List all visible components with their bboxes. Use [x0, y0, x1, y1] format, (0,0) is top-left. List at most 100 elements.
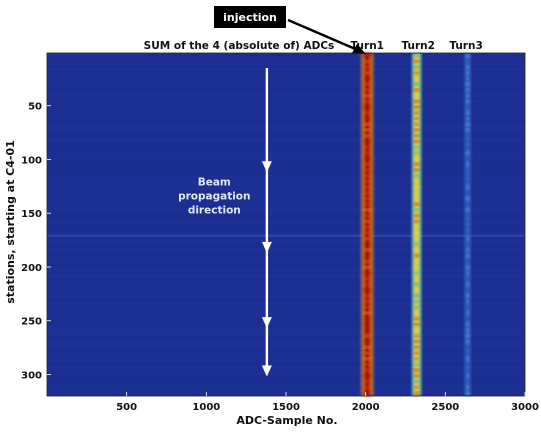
band-body	[361, 53, 373, 396]
band-speckle	[414, 134, 420, 138]
band-speckle	[413, 339, 420, 344]
injection-callout: injection	[214, 6, 366, 54]
band-speckle	[414, 299, 419, 304]
band-speckle	[364, 248, 370, 252]
band-speckle	[363, 225, 372, 229]
beam-text-line: propagation	[178, 190, 250, 202]
band-speckle	[465, 368, 470, 372]
texture-row	[47, 276, 525, 278]
band-speckle	[364, 385, 370, 389]
band-speckle	[364, 282, 371, 287]
band-speckle	[364, 134, 370, 138]
beam-text-line: Beam	[198, 176, 231, 188]
texture-row	[47, 117, 525, 119]
texture-row	[47, 358, 525, 360]
noise-texture	[47, 55, 525, 397]
band-speckle	[364, 276, 371, 281]
band-speckle	[466, 156, 470, 161]
texture-row	[47, 306, 525, 309]
band-speckle	[364, 368, 370, 372]
texture-row	[47, 123, 525, 126]
texture-row	[47, 382, 525, 384]
band-speckle	[414, 174, 420, 178]
band-speckle	[363, 111, 371, 115]
texture-row	[47, 199, 525, 201]
band-speckle	[415, 271, 419, 275]
band-speckle	[466, 316, 470, 321]
band-speckle	[414, 231, 420, 235]
band-speckle	[466, 236, 470, 241]
texture-row	[47, 274, 525, 276]
texture-row	[47, 231, 525, 233]
band-turn2	[412, 53, 422, 396]
texture-row	[47, 388, 525, 390]
texture-row	[47, 279, 525, 280]
texture-row	[47, 379, 525, 382]
band-speckle	[414, 71, 419, 75]
band-speckle	[365, 362, 370, 367]
band-speckle	[363, 54, 372, 58]
band-speckle	[465, 288, 470, 292]
band-speckle	[466, 219, 470, 224]
texture-row	[47, 319, 525, 321]
band-speckle	[363, 162, 371, 167]
texture-row	[47, 266, 525, 267]
x-tick-label: 1000	[192, 402, 220, 413]
texture-row	[47, 347, 525, 349]
texture-row	[47, 272, 525, 274]
band-speckle	[465, 225, 470, 229]
band-speckle	[413, 254, 420, 258]
band-speckle	[413, 328, 420, 332]
band-speckle	[415, 356, 419, 361]
texture-row	[47, 311, 525, 313]
band-speckle	[364, 391, 371, 395]
texture-row	[47, 93, 525, 96]
band-speckle	[365, 214, 370, 218]
x-tick-label: 2000	[352, 402, 380, 413]
texture-row	[47, 205, 525, 207]
texture-row	[47, 134, 525, 137]
y-tick-label: 300	[21, 370, 42, 381]
band-speckle	[414, 362, 419, 367]
band-speckle	[363, 208, 372, 212]
texture-row	[47, 371, 525, 373]
band-speckle	[364, 316, 371, 321]
texture-row	[47, 345, 525, 347]
texture-row	[47, 87, 525, 89]
texture-row	[47, 160, 525, 162]
band-speckle	[413, 202, 420, 207]
turn-label: Turn2	[402, 40, 435, 52]
band-speckle	[364, 179, 371, 184]
beam-propagation-text: Beam propagation direction	[178, 176, 250, 216]
band-speckle	[365, 351, 370, 355]
texture-row	[47, 77, 525, 78]
texture-row	[47, 130, 525, 132]
band-speckle	[414, 288, 419, 292]
band-body	[412, 53, 422, 396]
band-speckle	[364, 174, 371, 178]
texture-row	[47, 322, 525, 323]
band-speckle	[413, 82, 420, 87]
band-speckle	[414, 219, 420, 224]
band-speckle	[466, 379, 469, 384]
band-speckle	[365, 259, 370, 264]
texture-row	[47, 143, 525, 144]
texture-row	[47, 248, 525, 250]
band-speckle	[413, 94, 420, 98]
texture-row	[47, 190, 525, 192]
band-speckle	[465, 185, 470, 189]
band-speckle	[465, 99, 470, 104]
y-tick-label: 200	[21, 263, 42, 274]
texture-row	[47, 61, 525, 63]
texture-row	[47, 233, 525, 235]
texture-row	[47, 141, 525, 142]
texture-row	[47, 244, 525, 246]
band-speckle	[413, 88, 420, 92]
band-speckle	[465, 265, 470, 269]
band-speckle	[465, 391, 470, 395]
band-speckle	[465, 128, 470, 132]
band-speckle	[466, 311, 469, 315]
band-speckle	[365, 168, 370, 172]
band-speckle	[365, 116, 370, 121]
texture-row	[47, 291, 525, 293]
